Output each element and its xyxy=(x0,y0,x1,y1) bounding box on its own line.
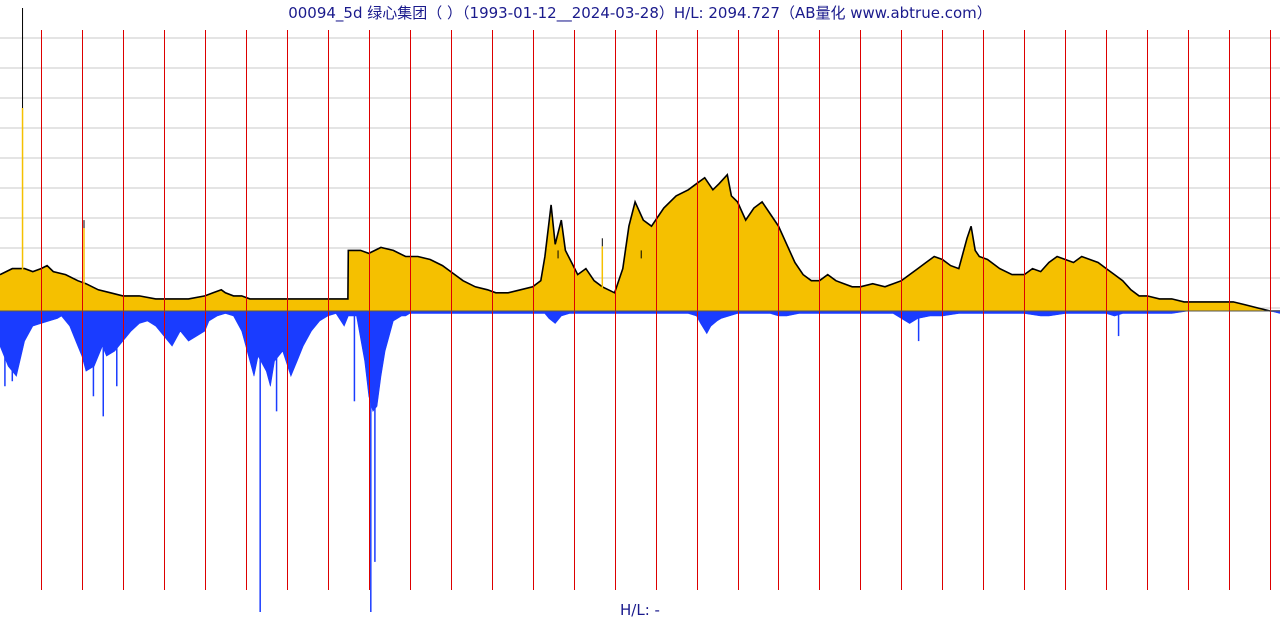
upper-series xyxy=(0,8,1280,312)
year-divider-lines xyxy=(41,30,1271,590)
lower-area xyxy=(0,310,1280,412)
upper-area xyxy=(0,174,1280,311)
footer-label: H/L: - xyxy=(620,601,660,619)
lower-series xyxy=(0,310,1280,612)
chart-title: 00094_5d 绿心集团（ ）（1993-01-12__2024-03-28）… xyxy=(288,4,992,22)
upper-outline xyxy=(0,172,1280,312)
